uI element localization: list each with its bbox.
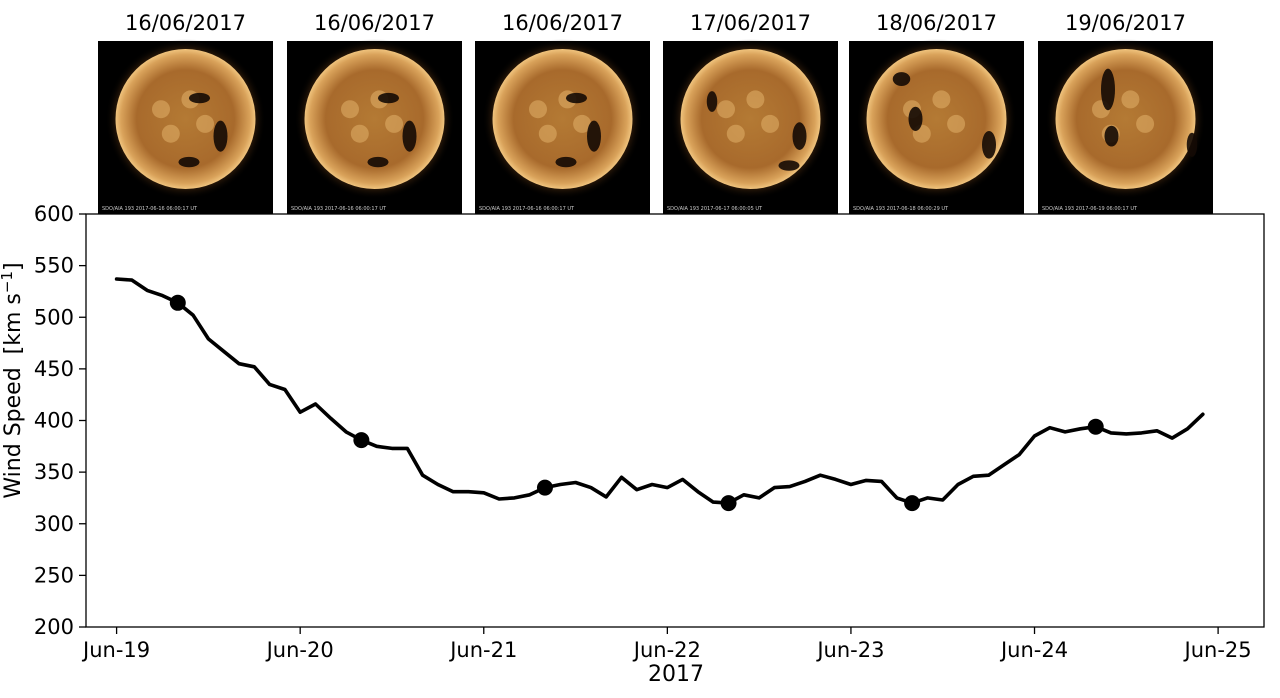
active-region xyxy=(161,124,180,143)
sun-disk xyxy=(680,49,821,189)
sun-image-date: 18/06/2017 xyxy=(876,11,997,35)
sun-image-row: 16/06/2017 SDO/AIA 193 2017-06-16 06:00:1… xyxy=(98,11,1213,214)
sun-disk xyxy=(492,49,633,189)
active-region xyxy=(350,124,369,143)
data-marker xyxy=(720,495,737,512)
sun-disk xyxy=(866,49,1007,189)
x-axis: Jun-19 Jun-20 Jun-21 Jun-22 Jun-23 Jun-24 Jun-… xyxy=(81,627,1252,662)
x-tick-label: Jun-19 xyxy=(81,638,150,662)
coronal-hole xyxy=(367,156,389,168)
y-tick-label: 550 xyxy=(34,254,74,278)
y-axis-unit-open: [km s xyxy=(1,293,26,354)
sun-image-caption: SDO/AIA 193 2017-06-19 06:00:17 UT xyxy=(1042,206,1138,212)
x-tick-label: Jun-25 xyxy=(1183,638,1252,662)
sun-image-date: 16/06/2017 xyxy=(125,11,246,35)
x-tick-label: Jun-20 xyxy=(265,638,334,662)
sun-image: 16/06/2017 SDO/AIA 193 2017-06-16 06:00:1… xyxy=(98,11,273,214)
y-axis-unit-close: ] xyxy=(1,262,26,271)
x-tick-label: Jun-23 xyxy=(815,638,884,662)
plot-area: 200 250 300 350 400 450 500 550 600 Jun-19 Jun-20… xyxy=(34,202,1265,662)
sun-image-date: 17/06/2017 xyxy=(690,11,811,35)
x-tick-label: Jun-21 xyxy=(448,638,517,662)
coronal-hole xyxy=(189,92,210,104)
active-region xyxy=(529,100,547,119)
active-region xyxy=(726,124,745,143)
active-region xyxy=(196,114,215,133)
sun-disk xyxy=(1055,49,1196,189)
coronal-hole xyxy=(892,72,911,86)
coronal-hole xyxy=(982,130,996,159)
coronal-hole xyxy=(378,92,399,104)
data-marker xyxy=(169,294,186,311)
sun-image-date: 16/06/2017 xyxy=(314,11,435,35)
y-tick-label: 300 xyxy=(34,512,74,536)
sun-image-date: 16/06/2017 xyxy=(502,11,623,35)
active-region xyxy=(761,114,780,133)
coronal-hole xyxy=(778,160,800,171)
y-tick-label: 450 xyxy=(34,357,74,381)
plot-frame xyxy=(85,213,1265,628)
sun-image: 19/06/2017 SDO/AIA 193 2017-06-19 06:00:1… xyxy=(1038,11,1213,214)
coronal-hole xyxy=(587,120,601,152)
x-axis-label: 2017 xyxy=(648,662,704,687)
y-tick-label: 350 xyxy=(34,460,74,484)
active-region xyxy=(538,124,557,143)
active-region xyxy=(947,114,966,133)
data-marker xyxy=(1087,418,1104,435)
sun-image-date: 19/06/2017 xyxy=(1065,11,1186,35)
x-tick-label: Jun-22 xyxy=(632,638,701,662)
coronal-hole xyxy=(213,120,228,152)
active-region xyxy=(746,90,765,109)
active-region xyxy=(573,114,592,133)
y-tick-label: 500 xyxy=(34,305,74,329)
y-tick-label: 200 xyxy=(34,615,74,639)
active-region xyxy=(1136,114,1155,133)
sun-image: 16/06/2017 SDO/AIA 193 2017-06-16 06:00:1… xyxy=(475,11,650,214)
sun-image-caption: SDO/AIA 193 2017-06-16 06:00:17 UT xyxy=(102,206,198,212)
coronal-hole xyxy=(792,122,807,150)
y-tick-label: 600 xyxy=(34,202,74,226)
y-axis-label-name: Wind Speed xyxy=(1,367,26,498)
active-region xyxy=(341,100,359,119)
data-marker xyxy=(536,479,553,496)
sun-image-caption: SDO/AIA 193 2017-06-16 06:00:17 UT xyxy=(291,206,387,212)
sun-image-caption: SDO/AIA 193 2017-06-18 06:00:29 UT xyxy=(853,206,949,212)
y-tick-label: 400 xyxy=(34,409,74,433)
y-axis-label: Wind Speed [km s−1] xyxy=(0,262,26,498)
y-axis-unit-exponent: −1 xyxy=(0,271,16,293)
active-region xyxy=(152,100,170,119)
y-axis: 200 250 300 350 400 450 500 550 600 xyxy=(34,202,86,639)
sun-image: 18/06/2017 SDO/AIA 193 2017-06-18 06:00:2… xyxy=(849,11,1024,214)
coronal-hole xyxy=(1101,68,1115,111)
sun-image-caption: SDO/AIA 193 2017-06-17 06:00:05 UT xyxy=(667,206,763,212)
data-marker xyxy=(904,495,921,512)
coronal-hole xyxy=(1186,132,1198,157)
sun-image-caption: SDO/AIA 193 2017-06-16 06:00:17 UT xyxy=(479,206,575,212)
coronal-hole xyxy=(402,120,417,152)
data-marker xyxy=(353,432,370,449)
active-region xyxy=(1121,90,1140,109)
active-region xyxy=(717,100,735,119)
active-region xyxy=(932,90,951,109)
active-region xyxy=(385,114,404,133)
coronal-hole xyxy=(178,156,200,168)
coronal-hole xyxy=(908,106,923,131)
wind-speed-line xyxy=(114,277,1205,505)
sun-disk xyxy=(115,49,256,189)
coronal-hole xyxy=(555,156,577,168)
coronal-hole xyxy=(706,91,718,112)
x-tick-label: Jun-24 xyxy=(999,638,1068,662)
sun-image: 17/06/2017 SDO/AIA 193 2017-06-17 06:00:0… xyxy=(663,11,838,214)
coronal-hole xyxy=(1104,125,1119,147)
marker-group xyxy=(169,294,1104,512)
y-axis-label-unit: [km s−1] xyxy=(0,262,26,354)
y-tick-label: 250 xyxy=(34,563,74,587)
sun-image: 16/06/2017 SDO/AIA 193 2017-06-16 06:00:1… xyxy=(287,11,462,214)
sun-disk xyxy=(304,49,445,189)
coronal-hole xyxy=(566,92,587,104)
